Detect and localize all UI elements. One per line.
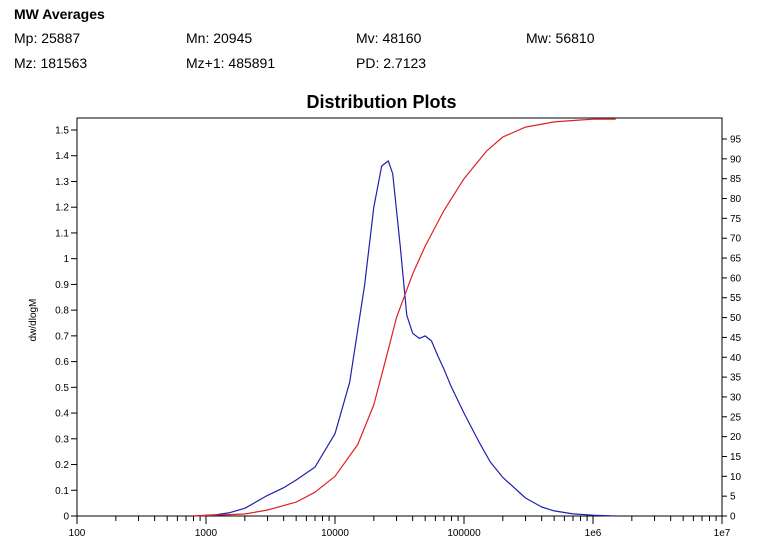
right-tick-label: 5: [730, 492, 736, 503]
right-tick-label: 65: [730, 254, 742, 265]
left-tick-label: 0.6: [55, 357, 69, 368]
right-tick-label: 0: [730, 512, 736, 523]
left-tick-label: 1.3: [55, 177, 69, 188]
x-tick-label: 1e6: [585, 528, 602, 539]
avg-mn: Mn: 20945: [186, 30, 253, 46]
left-tick-label: 0.7: [55, 331, 69, 342]
right-tick-label: 60: [730, 273, 742, 284]
right-tick-label: 85: [730, 174, 742, 185]
avg-mz1: Mz+1: 485891: [186, 55, 276, 71]
avg-mz: Mz: 181563: [14, 55, 88, 71]
right-tick-label: 10: [730, 472, 742, 483]
y-axis-label: dw/dlogM: [28, 299, 39, 342]
left-tick-label: 1.5: [55, 126, 69, 137]
left-tick-label: 0.5: [55, 383, 69, 394]
cumulative-series-line: [193, 118, 616, 517]
left-tick-label: 0.9: [55, 280, 69, 291]
right-tick-label: 80: [730, 194, 742, 205]
right-tick-label: 95: [730, 135, 742, 146]
left-tick-label: 1.1: [55, 228, 69, 239]
avg-mp: Mp: 25887: [14, 30, 81, 46]
right-tick-label: 15: [730, 452, 742, 463]
x-tick-label: 1000: [195, 528, 218, 539]
right-tick-label: 75: [730, 214, 742, 225]
left-tick-label: 0: [63, 512, 69, 523]
left-tick-label: 1.4: [55, 151, 69, 162]
distribution-series-line: [193, 160, 616, 517]
mw-averages-heading: MW Averages: [14, 6, 105, 22]
left-tick-label: 1: [63, 254, 69, 265]
right-tick-label: 40: [730, 353, 742, 364]
x-tick-label: 100: [69, 528, 86, 539]
left-tick-label: 0.2: [55, 460, 69, 471]
right-tick-label: 50: [730, 313, 742, 324]
right-tick-label: 35: [730, 373, 742, 384]
x-tick-label: 1e7: [714, 528, 731, 539]
left-tick-label: 0.1: [55, 486, 69, 497]
left-tick-label: 1.2: [55, 203, 69, 214]
right-tick-label: 55: [730, 293, 742, 304]
x-tick-label: 10000: [321, 528, 349, 539]
avg-mw: Mw: 56810: [526, 30, 595, 46]
right-tick-label: 45: [730, 333, 742, 344]
left-tick-label: 0.8: [55, 306, 69, 317]
avg-pd: PD: 2.7123: [356, 55, 427, 71]
right-tick-label: 20: [730, 432, 742, 443]
left-tick-label: 0.3: [55, 434, 69, 445]
x-tick-label: 100000: [447, 528, 481, 539]
right-tick-label: 25: [730, 412, 742, 423]
avg-mv: Mv: 48160: [356, 30, 422, 46]
left-tick-label: 0.4: [55, 409, 69, 420]
right-tick-label: 90: [730, 154, 742, 165]
plot-frame: [76, 117, 723, 517]
right-tick-label: 30: [730, 392, 742, 403]
right-tick-label: 70: [730, 234, 742, 245]
chart-title: Distribution Plots: [306, 92, 457, 112]
